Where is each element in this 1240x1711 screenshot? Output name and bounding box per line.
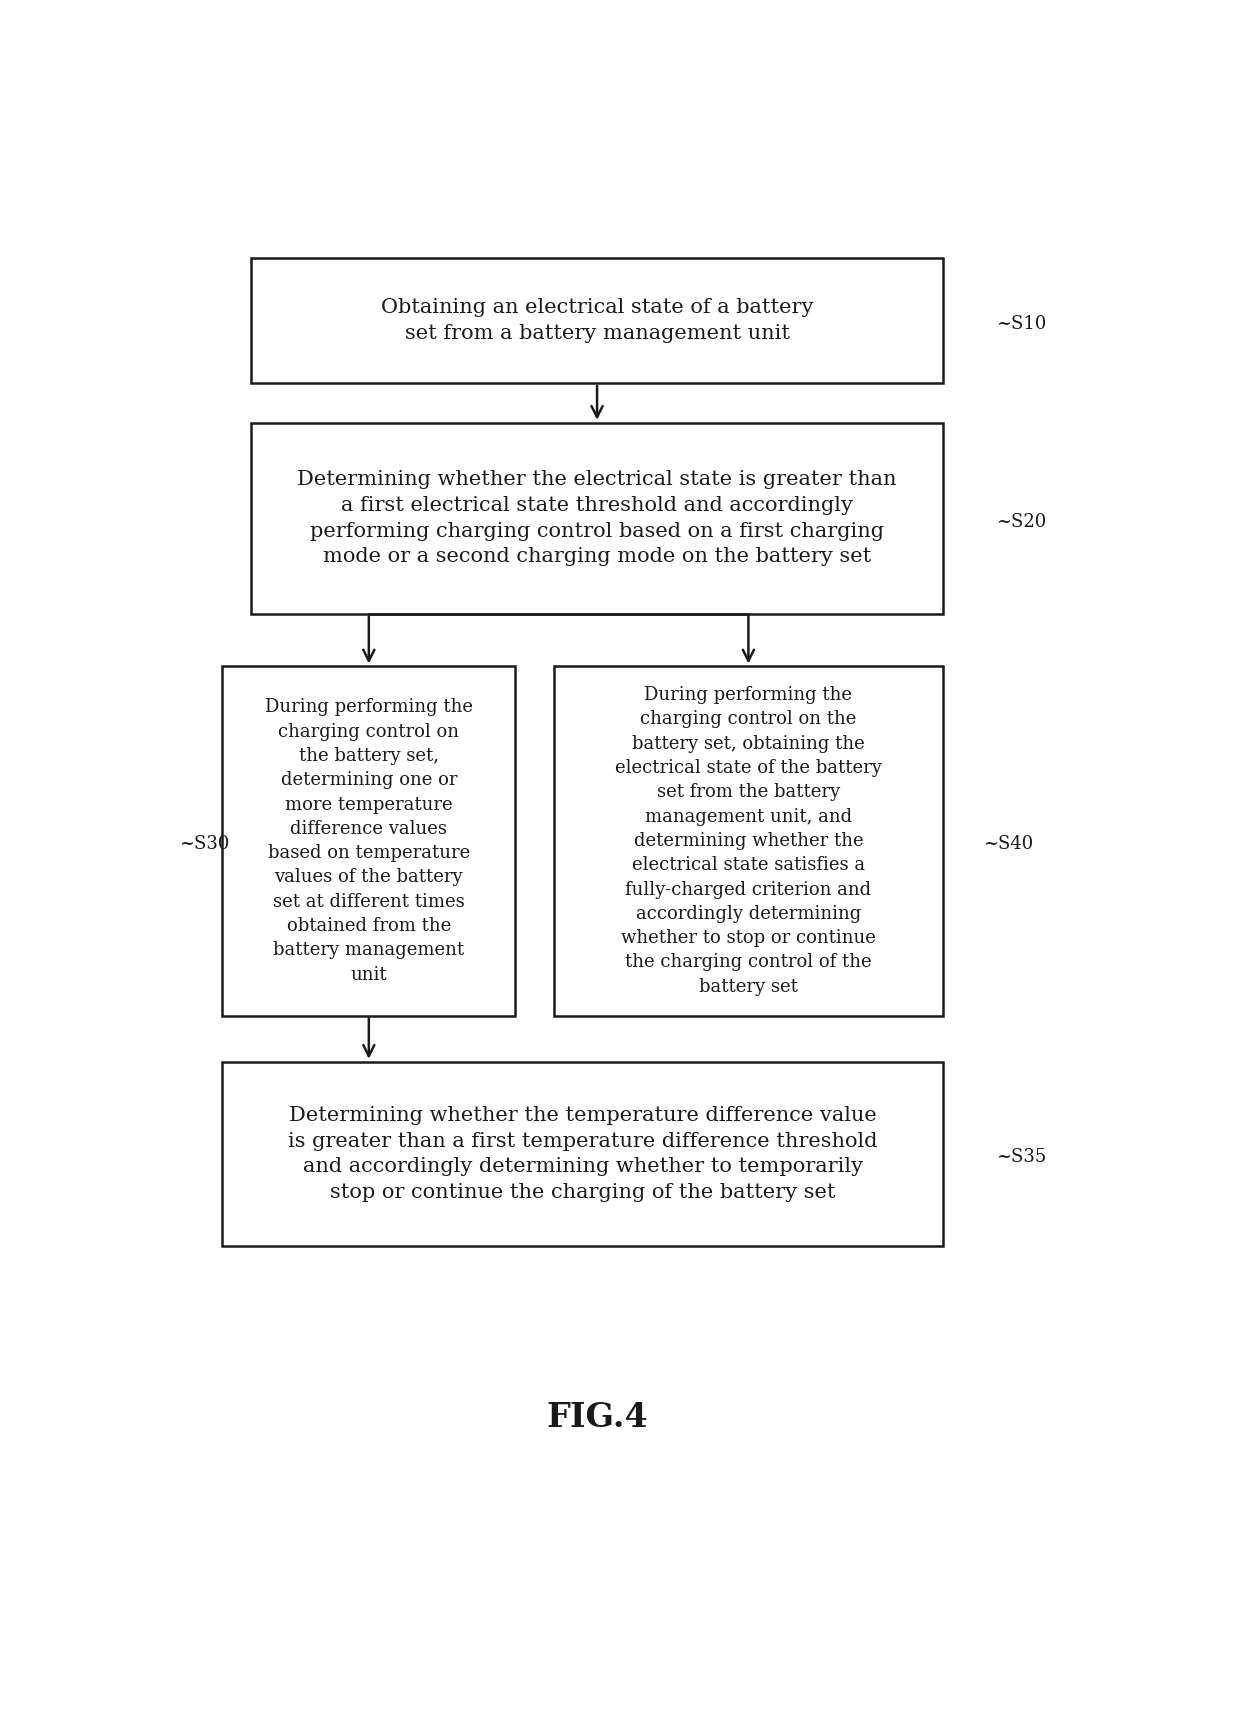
Text: Obtaining an electrical state of a battery
set from a battery management unit: Obtaining an electrical state of a batte… bbox=[381, 298, 813, 342]
Text: During performing the
charging control on
the battery set,
determining one or
mo: During performing the charging control o… bbox=[265, 698, 472, 984]
Bar bbox=[222, 1061, 942, 1246]
Bar bbox=[554, 666, 944, 1016]
Text: ~S10: ~S10 bbox=[996, 315, 1047, 334]
Text: Determining whether the temperature difference value
is greater than a first tem: Determining whether the temperature diff… bbox=[288, 1105, 878, 1203]
Bar bbox=[250, 423, 942, 614]
Text: FIG.4: FIG.4 bbox=[546, 1401, 649, 1434]
Bar bbox=[250, 258, 942, 383]
Text: ~S20: ~S20 bbox=[996, 513, 1047, 530]
Text: ~S35: ~S35 bbox=[996, 1148, 1047, 1165]
Text: During performing the
charging control on the
battery set, obtaining the
electri: During performing the charging control o… bbox=[615, 686, 882, 996]
Text: Determining whether the electrical state is greater than
a first electrical stat: Determining whether the electrical state… bbox=[298, 471, 897, 566]
Text: ~S40: ~S40 bbox=[983, 835, 1034, 854]
Bar bbox=[222, 666, 516, 1016]
Text: ~S30: ~S30 bbox=[179, 835, 229, 854]
